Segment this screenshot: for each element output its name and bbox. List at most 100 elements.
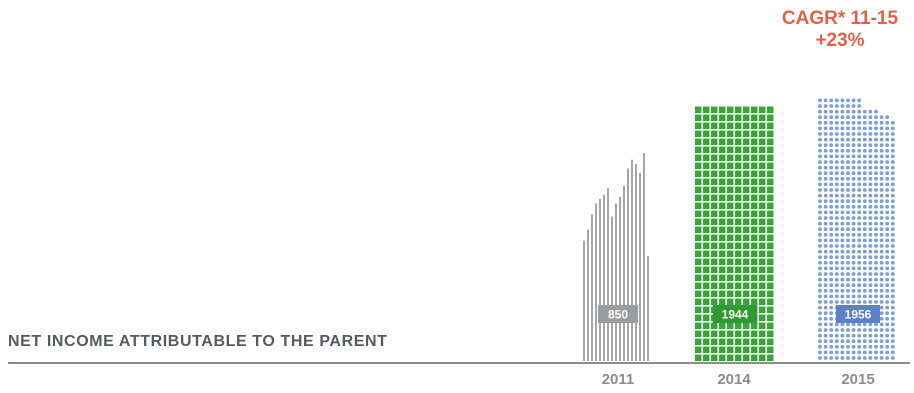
bar-2015-dot xyxy=(874,109,878,114)
bar-2015-dot xyxy=(846,176,850,181)
bar-2015-dot xyxy=(857,188,862,192)
bar-2015-dot xyxy=(834,104,839,108)
bar-2014-cell xyxy=(711,130,718,137)
bar-2015-dot xyxy=(885,188,890,192)
bar-2014-cell xyxy=(703,202,710,209)
bar-2014-cell xyxy=(727,122,734,129)
bar-2014-cell xyxy=(759,162,766,169)
bar-2015-dot xyxy=(879,132,884,136)
bar-2015-dot xyxy=(823,210,828,215)
bar-2015-dot xyxy=(818,171,822,176)
bar-2015-dot xyxy=(829,199,834,204)
bar-2015-dot xyxy=(834,238,839,243)
bar-2015-dot xyxy=(874,176,878,181)
bar-2015-dot xyxy=(862,204,867,209)
bar-2014-cell xyxy=(759,298,766,305)
bar-2015-dot xyxy=(857,148,862,153)
bar-2015-dot xyxy=(857,182,862,187)
bar-2014-cell xyxy=(727,338,734,345)
bar-2015-dot xyxy=(885,160,890,164)
bar-2015-dot xyxy=(829,316,834,321)
bar-2015-dot xyxy=(868,143,873,148)
bar-2014-cell xyxy=(719,130,726,137)
bar-2015-dot xyxy=(879,249,884,254)
bar-2015-dot xyxy=(862,109,867,114)
bar-2015-dot xyxy=(829,132,834,136)
bar-2015-dot xyxy=(885,137,890,142)
bar-2015-dot xyxy=(840,120,845,125)
bar-2015-dot xyxy=(862,272,867,276)
bar-2014-cell xyxy=(727,282,734,289)
bar-2015-dot xyxy=(834,266,839,271)
bar-2014-cell xyxy=(711,354,718,361)
bar-2014-cell xyxy=(735,266,742,273)
bar-2014: 1944 xyxy=(695,106,774,361)
bar-2014-cell xyxy=(759,138,766,145)
bar-2015-dot xyxy=(851,115,856,120)
bar-2015-dot xyxy=(857,294,862,299)
bar-2014-cell xyxy=(751,298,758,305)
bar-2015-dot xyxy=(879,143,884,148)
bar-2014-cell xyxy=(743,106,750,113)
bar-2015-dot xyxy=(868,272,873,276)
bar-2014-cell xyxy=(703,306,710,313)
bar-2015-dot xyxy=(868,227,873,232)
bar-2015-dot xyxy=(885,199,890,204)
bar-2014-cell xyxy=(719,346,726,353)
bar-2015-dot xyxy=(890,126,895,131)
bar-2014-cell xyxy=(727,162,734,169)
bar-2014-cell xyxy=(703,290,710,297)
bar-2015-dot xyxy=(890,244,895,248)
bar-2015-dot xyxy=(885,238,890,243)
bar-2015-dot xyxy=(874,294,878,299)
bar-2014-cell xyxy=(719,186,726,193)
bar-2015-dot xyxy=(890,216,895,220)
bar-2015-dot xyxy=(840,344,845,349)
bar-2015-dot xyxy=(868,249,873,254)
bar-2015-dot xyxy=(879,266,884,271)
bar-2015-dot xyxy=(818,288,822,293)
bar-2015-dot xyxy=(846,148,850,153)
bar-2014-cell xyxy=(711,338,718,345)
bar-2015-dot xyxy=(840,154,845,159)
bar-2015-dot xyxy=(840,137,845,142)
bar-2015-dot xyxy=(868,109,873,114)
bar-2011-line xyxy=(639,172,641,361)
x-axis-line xyxy=(8,362,910,364)
bar-2015-dot xyxy=(862,176,867,181)
bar-2015-dot xyxy=(874,148,878,153)
bar-2015-dot xyxy=(823,266,828,271)
bar-2014-cell xyxy=(751,282,758,289)
bar-2015-dot xyxy=(840,160,845,164)
bar-2015-dot xyxy=(890,356,895,360)
bar-2015-dot xyxy=(840,328,845,332)
bar-2015-dot xyxy=(868,283,873,288)
bar-2015-dot xyxy=(829,272,834,276)
bar-2015-dot xyxy=(874,120,878,125)
bar-2015-dot xyxy=(874,300,878,304)
bar-2015-dot xyxy=(818,255,822,260)
bar-2015-dot xyxy=(874,356,878,360)
bar-2015-dot xyxy=(818,300,822,304)
bar-2015-dot xyxy=(846,333,850,338)
bar-2014-cell xyxy=(727,250,734,257)
bar-2014-cell xyxy=(743,154,750,161)
bar-2014-cell xyxy=(695,346,702,353)
bar-2011-line xyxy=(635,164,637,361)
bar-2011-line xyxy=(643,153,645,361)
bar-2014-cell xyxy=(703,186,710,193)
bar-2015-dot xyxy=(868,204,873,209)
bar-2015-dot xyxy=(885,350,890,355)
bar-2014-cell xyxy=(695,122,702,129)
bar-2015-dot xyxy=(879,294,884,299)
bar-2015-dot xyxy=(823,300,828,304)
bar-2015-dot xyxy=(874,288,878,293)
bar-2015-dot xyxy=(840,339,845,344)
bar-2015-dot xyxy=(818,294,822,299)
bar-2015-dot xyxy=(829,266,834,271)
bar-2015-dot xyxy=(851,333,856,338)
bar-2014-cell xyxy=(727,178,734,185)
bar-2015-dot xyxy=(851,227,856,232)
bar-2014-cell xyxy=(767,282,774,289)
